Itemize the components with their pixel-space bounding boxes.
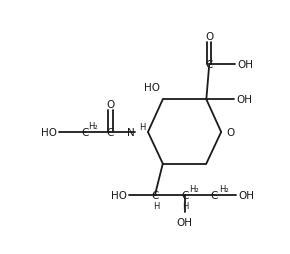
Text: O: O (205, 32, 213, 42)
Text: OH: OH (236, 95, 252, 105)
Text: O: O (106, 100, 115, 110)
Text: H: H (182, 201, 189, 210)
Text: C: C (206, 59, 213, 69)
Text: N: N (127, 128, 135, 137)
Text: C: C (107, 128, 114, 137)
Text: H₂: H₂ (89, 121, 98, 130)
Text: C: C (151, 190, 159, 200)
Text: H: H (153, 201, 159, 210)
Text: H: H (139, 123, 146, 132)
Text: C: C (211, 190, 218, 200)
Text: HO: HO (144, 83, 160, 93)
Text: OH: OH (177, 217, 193, 227)
Text: HO: HO (111, 190, 127, 200)
Text: OH: OH (237, 59, 253, 69)
Text: H₂: H₂ (219, 184, 229, 193)
Text: C: C (81, 128, 88, 137)
Text: HO: HO (41, 128, 57, 137)
Text: O: O (226, 128, 234, 137)
Text: C: C (181, 190, 188, 200)
Text: H₂: H₂ (189, 184, 199, 193)
Text: OH: OH (238, 190, 254, 200)
